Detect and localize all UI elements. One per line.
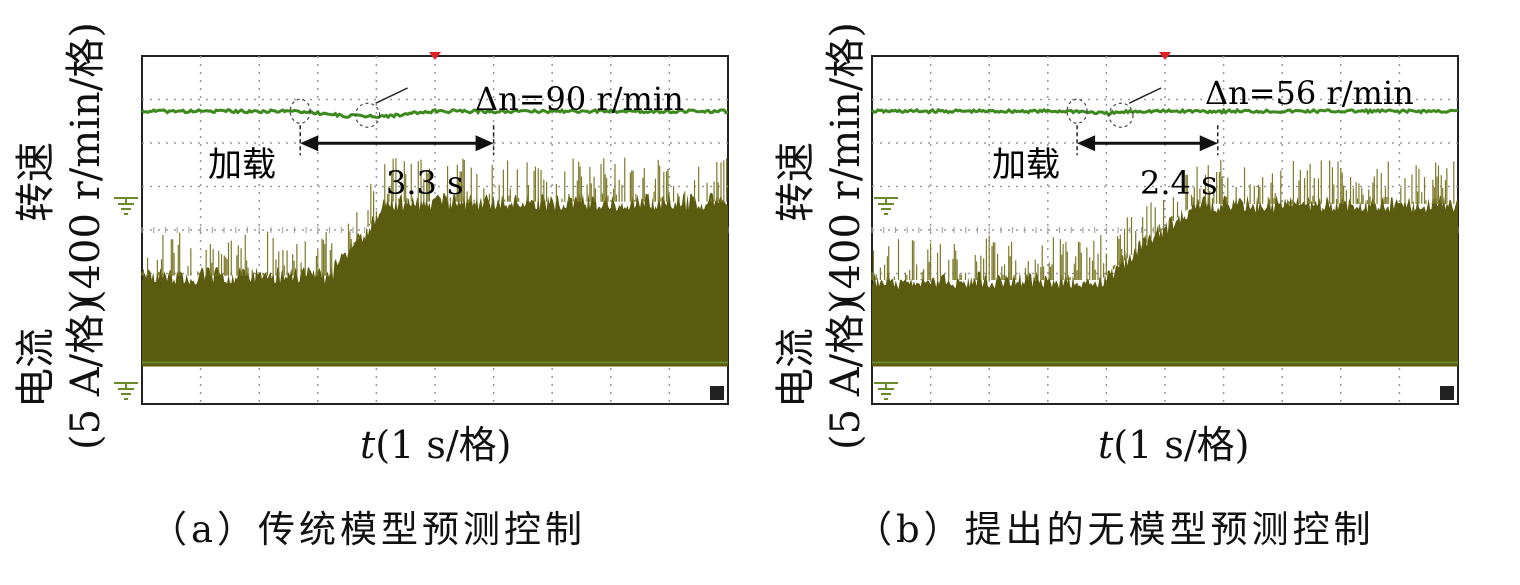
caption: （a）传统模型预测控制 <box>150 508 587 551</box>
panel-a: 转速 (400 r/min/格) 电流 (5 A/格) Δn=90 r/min … <box>13 22 732 551</box>
current-band <box>142 192 728 367</box>
interval-label: 3.3 s <box>386 164 463 202</box>
current-band <box>872 195 1458 367</box>
x-var: t <box>360 423 376 467</box>
panel-b: 转速 (400 r/min/格) 电流 (5 A/格) Δn=56 r/min … <box>760 0 1520 585</box>
ground-icon <box>114 197 138 215</box>
speed-line <box>870 107 1459 117</box>
delta-n-value: =90 r/min <box>519 80 684 118</box>
ground-icon <box>874 197 898 215</box>
speed-trace <box>870 107 1459 117</box>
markers <box>289 52 724 400</box>
speed-trace <box>140 107 729 120</box>
y-current-label: 电流 <box>13 328 59 408</box>
annotations: Δn=56 r/min 加载 2.4 s <box>992 74 1414 202</box>
trigger-marker <box>429 52 441 60</box>
markers <box>1066 52 1454 400</box>
x-axis-label: t(1 s/格) <box>1098 425 1250 465</box>
delta-n-label: Δn=90 r/min <box>475 80 684 118</box>
ground-icon-path <box>874 382 898 400</box>
x-unit: (1 s/格) <box>375 423 512 467</box>
ground-icon <box>874 382 898 400</box>
oscilloscope-plot: Δn=90 r/min 加载 3.3 s <box>138 52 732 408</box>
scope-svg: Δn=90 r/min 加载 3.3 s <box>140 52 729 405</box>
current-trace <box>141 157 728 367</box>
y-speed-label: 转速 <box>13 142 59 222</box>
delta-n-leader <box>375 87 408 104</box>
interval-arrow-right <box>475 135 494 152</box>
ground-icon <box>114 382 138 400</box>
y-speed-unit: (400 r/min/格) <box>823 22 869 305</box>
annotations: Δn=90 r/min 加载 3.3 s <box>208 80 684 202</box>
load-label: 加载 <box>992 145 1060 185</box>
current-trace <box>871 159 1458 367</box>
scope-badge <box>1440 386 1454 400</box>
oscilloscope-plot: Δn=56 r/min 加载 2.4 s <box>868 52 1462 408</box>
ground-icon-path <box>114 382 138 400</box>
interval-arrow-left <box>1077 135 1096 152</box>
delta-n-value: =56 r/min <box>1249 74 1414 112</box>
y-speed-label: 转速 <box>773 142 819 222</box>
ground-icon-path <box>114 197 138 215</box>
delta-n-symbol: Δn <box>1205 74 1249 112</box>
y-current-label: 电流 <box>773 328 819 408</box>
load-label: 加载 <box>208 145 276 185</box>
interval-arrow-right <box>1199 135 1218 152</box>
interval-label: 2.4 s <box>1140 164 1217 202</box>
dip-point-circle <box>355 102 381 128</box>
dip-point-circle <box>1108 102 1134 128</box>
speed-line <box>140 107 729 120</box>
caption: （b）提出的无模型预测控制 <box>855 508 1375 551</box>
scope-badge <box>710 386 724 400</box>
y-current-unit: (5 A/格) <box>63 298 109 450</box>
scope-svg: Δn=56 r/min 加载 2.4 s <box>870 52 1459 405</box>
trigger-marker <box>1159 52 1171 60</box>
y-current-unit: (5 A/格) <box>823 298 869 450</box>
delta-n-leader <box>1128 87 1162 104</box>
y-speed-unit: (400 r/min/格) <box>63 22 109 305</box>
x-unit: (1 s/格) <box>1113 423 1250 467</box>
ground-icon-path <box>874 197 898 215</box>
delta-n-symbol: Δn <box>475 80 519 118</box>
interval-arrow-left <box>300 135 319 152</box>
delta-n-label: Δn=56 r/min <box>1205 74 1414 112</box>
load-point-circle <box>1066 98 1088 124</box>
load-point-circle <box>289 98 311 124</box>
x-axis-label: t(1 s/格) <box>360 425 512 465</box>
x-var: t <box>1098 423 1114 467</box>
